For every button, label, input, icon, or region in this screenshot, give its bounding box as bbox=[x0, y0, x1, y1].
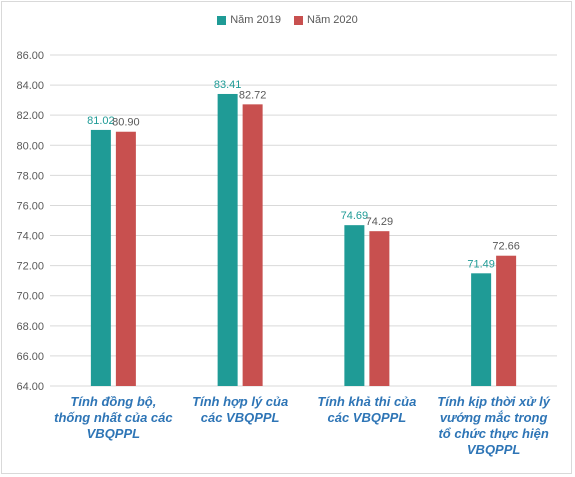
y-tick-label: 72.00 bbox=[16, 261, 44, 273]
y-tick-label: 74.00 bbox=[16, 231, 44, 243]
category-label-line: thống nhất của các bbox=[54, 410, 173, 425]
bar-2019 bbox=[217, 93, 238, 387]
bar-2019 bbox=[471, 273, 492, 386]
data-label: 74.29 bbox=[366, 216, 394, 228]
data-label: 82.72 bbox=[239, 89, 267, 101]
legend: Năm 2019 Năm 2020 bbox=[0, 14, 575, 28]
category-label-line: Tính khả thi của bbox=[317, 394, 417, 409]
category-label-line: tổ chức thực hiện bbox=[438, 426, 549, 441]
category-label: Tính kịp thời xử lý vướng mắc trong tổ chứ… bbox=[429, 394, 559, 458]
legend-item-2020: Năm 2020 bbox=[294, 14, 358, 26]
y-tick-label: 76.00 bbox=[16, 200, 44, 212]
data-label: 81.02 bbox=[87, 115, 115, 127]
legend-label-2020: Năm 2020 bbox=[307, 14, 358, 26]
category-label-line: VBQPPL bbox=[86, 426, 141, 441]
data-label: 80.90 bbox=[112, 117, 140, 129]
category-label-line: các VBQPPL bbox=[200, 410, 280, 425]
y-tick-label: 86.00 bbox=[16, 50, 44, 62]
y-tick-label: 66.00 bbox=[16, 351, 44, 363]
category-label-line: Tính hợp lý của bbox=[192, 394, 289, 409]
data-label: 74.69 bbox=[341, 210, 369, 222]
bar-2020 bbox=[115, 131, 136, 386]
data-label: 72.66 bbox=[492, 241, 520, 253]
legend-swatch-2020 bbox=[294, 15, 304, 25]
y-tick-label: 80.00 bbox=[16, 140, 44, 152]
category-label-line: VBQPPL bbox=[466, 442, 521, 457]
category-label-line: vướng mắc trong bbox=[439, 410, 548, 425]
category-label-line: Tính đồng bộ, bbox=[70, 394, 157, 409]
y-tick-label: 78.00 bbox=[16, 170, 44, 182]
category-label: Tính hợp lý của các VBQPPL bbox=[175, 394, 305, 426]
legend-swatch-2019 bbox=[217, 15, 227, 25]
bar-2020 bbox=[242, 104, 263, 386]
legend-item-2019: Năm 2019 bbox=[217, 14, 281, 26]
bar-2019 bbox=[344, 225, 365, 386]
legend-label-2019: Năm 2019 bbox=[230, 14, 281, 26]
y-tick-label: 64.00 bbox=[16, 381, 44, 393]
data-label: 71.49 bbox=[467, 258, 495, 270]
bar-2020 bbox=[496, 255, 517, 386]
data-label: 83.41 bbox=[214, 79, 242, 91]
bar-2020 bbox=[369, 231, 390, 386]
bar-2019 bbox=[90, 129, 111, 386]
category-label: Tính đồng bộ, thống nhất của các VBQPPL bbox=[48, 394, 178, 442]
y-tick-label: 68.00 bbox=[16, 321, 44, 333]
category-label: Tính khả thi của các VBQPPL bbox=[302, 394, 432, 426]
y-tick-label: 84.00 bbox=[16, 80, 44, 92]
y-tick-label: 82.00 bbox=[16, 110, 44, 122]
y-tick-label: 70.00 bbox=[16, 291, 44, 303]
category-label-line: Tính kịp thời xử lý bbox=[437, 394, 550, 409]
category-label-line: các VBQPPL bbox=[327, 410, 407, 425]
